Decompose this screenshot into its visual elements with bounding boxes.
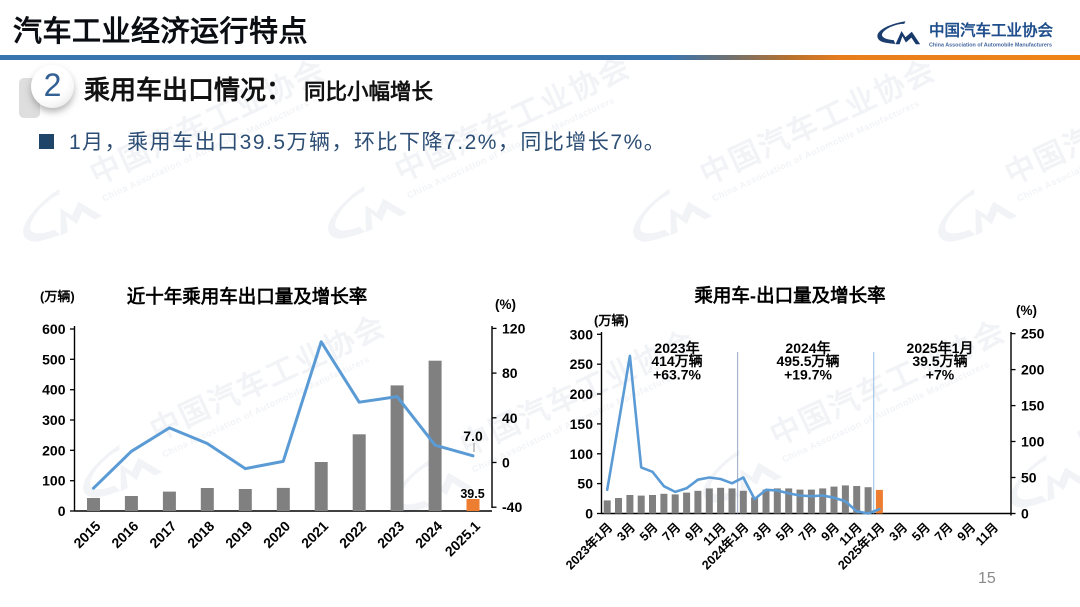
- svg-text:50: 50: [577, 476, 593, 492]
- svg-text:500: 500: [42, 351, 66, 367]
- svg-text:7.0: 7.0: [463, 428, 483, 444]
- svg-text:2024年: 2024年: [785, 340, 830, 356]
- svg-text:中国汽车工业协会: 中国汽车工业协会: [929, 21, 1054, 40]
- svg-text:50: 50: [1021, 470, 1037, 486]
- svg-text:2021: 2021: [298, 518, 331, 551]
- svg-text:100: 100: [570, 446, 594, 462]
- svg-text:2019: 2019: [222, 518, 255, 551]
- svg-text:7月: 7月: [660, 520, 684, 544]
- svg-text:120: 120: [502, 320, 526, 336]
- svg-text:-40: -40: [502, 499, 522, 515]
- svg-text:3月: 3月: [614, 520, 638, 544]
- svg-text:+7%: +7%: [926, 366, 955, 382]
- svg-text:200: 200: [570, 386, 594, 402]
- svg-text:39.5万辆: 39.5万辆: [912, 353, 967, 369]
- svg-text:100: 100: [42, 473, 66, 489]
- svg-text:7月: 7月: [932, 520, 956, 544]
- svg-text:40: 40: [502, 410, 518, 426]
- svg-text:0: 0: [585, 506, 593, 522]
- svg-text:2016: 2016: [108, 518, 141, 551]
- svg-text:5月: 5月: [773, 520, 797, 544]
- svg-text:3月: 3月: [750, 520, 774, 544]
- svg-text:(%): (%): [495, 297, 516, 312]
- svg-text:80: 80: [502, 365, 518, 381]
- svg-text:0: 0: [1021, 506, 1029, 522]
- svg-text:7月: 7月: [796, 520, 820, 544]
- svg-text:250: 250: [1021, 326, 1045, 342]
- svg-text:0: 0: [58, 503, 66, 519]
- svg-text:150: 150: [570, 416, 594, 432]
- svg-text:5月: 5月: [637, 520, 661, 544]
- svg-text:200: 200: [42, 442, 66, 458]
- svg-text:2023年1月: 2023年1月: [562, 520, 615, 573]
- svg-text:2022: 2022: [336, 518, 369, 551]
- svg-text:11月: 11月: [973, 520, 1001, 548]
- svg-text:495.5万辆: 495.5万辆: [776, 353, 839, 369]
- svg-text:200: 200: [1021, 362, 1045, 378]
- svg-text:5月: 5月: [909, 520, 933, 544]
- svg-text:0: 0: [502, 455, 510, 471]
- svg-text:China Association of Automobil: China Association of Automobile Manufact…: [929, 43, 1052, 49]
- svg-text:2018: 2018: [184, 518, 217, 551]
- svg-text:乘用车-出口量及增长率: 乘用车-出口量及增长率: [693, 285, 885, 306]
- svg-text:2017: 2017: [146, 518, 179, 551]
- svg-text:100: 100: [1021, 434, 1045, 450]
- svg-text:+63.7%: +63.7%: [653, 366, 701, 382]
- svg-text:600: 600: [42, 321, 66, 337]
- svg-text:3月: 3月: [887, 520, 911, 544]
- svg-text:2024: 2024: [412, 518, 445, 551]
- svg-text:300: 300: [42, 412, 66, 428]
- svg-text:2015: 2015: [70, 518, 103, 551]
- svg-text:400: 400: [42, 382, 66, 398]
- svg-text:2025年1月: 2025年1月: [907, 340, 974, 356]
- svg-text:+19.7%: +19.7%: [784, 366, 832, 382]
- svg-text:(万辆): (万辆): [40, 289, 75, 304]
- svg-text:2025.1: 2025.1: [442, 518, 484, 560]
- svg-text:150: 150: [1021, 398, 1045, 414]
- svg-text:(万辆): (万辆): [594, 313, 629, 328]
- svg-text:39.5: 39.5: [460, 487, 484, 501]
- svg-text:(%): (%): [1016, 303, 1037, 318]
- svg-text:414万辆: 414万辆: [651, 353, 702, 369]
- svg-text:近十年乘用车出口量及增长率: 近十年乘用车出口量及增长率: [127, 286, 368, 307]
- svg-text:2020: 2020: [260, 518, 293, 551]
- svg-text:2023年: 2023年: [654, 340, 699, 356]
- svg-text:2023: 2023: [374, 518, 407, 551]
- svg-text:300: 300: [570, 326, 594, 342]
- svg-text:250: 250: [570, 356, 594, 372]
